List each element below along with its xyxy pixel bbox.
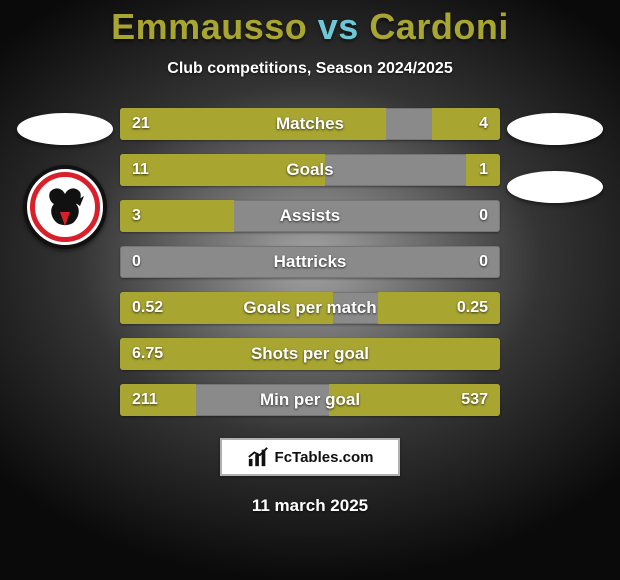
stat-value-left: 0.52 [132,299,163,317]
stat-fill-right [432,108,500,140]
country-flag-left [17,113,113,145]
stat-label: Hattricks [120,252,500,272]
stat-value-left: 21 [132,115,150,133]
stat-row: Matches214 [120,108,500,140]
devil-icon [40,182,90,232]
stats-column: Matches214Goals111Assists30Hattricks00Go… [120,108,500,416]
stat-row: Hattricks0 0 [120,246,500,278]
stat-value-left: 6.75 [132,345,163,363]
stat-fill-left [120,154,325,186]
title-vs: vs [318,6,359,47]
stat-row: Goals per match0.520.25 [120,292,500,324]
left-side-column [10,108,120,249]
chart-icon [247,446,269,468]
footer-brand-text: FcTables.com [275,449,374,466]
stat-fill-left [120,338,500,370]
page-title: Emmausso vs Cardoni [111,6,509,48]
stat-value-right: 1 [479,161,488,179]
date-text: 11 march 2025 [252,496,368,516]
comparison-row: Matches214Goals111Assists30Hattricks00Go… [0,108,620,416]
title-player1: Emmausso [111,6,307,47]
stat-value-right: 537 [461,391,488,409]
stat-value-right: 4 [479,115,488,133]
stat-value-left: 3 [132,207,141,225]
stat-value-right: 0 [479,253,488,271]
stat-row: Shots per goal6.75 [120,338,500,370]
subtitle: Club competitions, Season 2024/2025 [167,60,452,78]
right-side-column [500,108,610,203]
stat-value-left: 11 [132,161,149,179]
club-badge-left [23,165,107,249]
footer-brand-badge: FcTables.com [220,438,400,476]
stat-row: Min per goal211537 [120,384,500,416]
stat-value-left: 211 [132,391,158,409]
stat-value-right: 0 [479,207,488,225]
stat-row: Goals111 [120,154,500,186]
stat-fill-left [120,108,386,140]
stat-row: Assists30 [120,200,500,232]
title-player2: Cardoni [369,6,509,47]
country-flag-right [507,113,603,145]
stat-value-left: 0 [132,253,141,271]
stat-value-right: 0.25 [457,299,488,317]
club-flag-right [507,171,603,203]
